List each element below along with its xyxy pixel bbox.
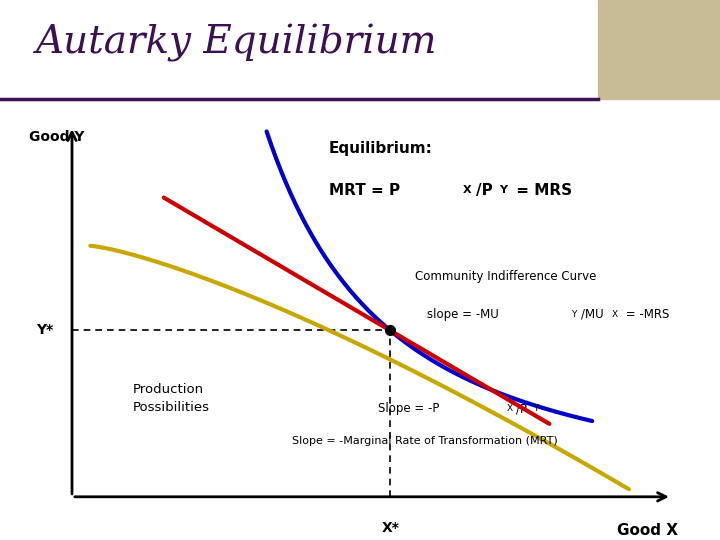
Text: /P: /P <box>476 183 492 198</box>
Text: Good X: Good X <box>617 523 678 538</box>
Text: Production
Possibilities: Production Possibilities <box>133 383 210 414</box>
Text: Y: Y <box>499 185 507 195</box>
Text: Community Indifference Curve: Community Indifference Curve <box>415 270 596 283</box>
Text: Y: Y <box>571 310 576 319</box>
Text: X: X <box>462 185 471 195</box>
Bar <box>598 0 720 99</box>
Text: Slope = -P: Slope = -P <box>378 402 439 415</box>
Text: X: X <box>507 404 513 413</box>
Text: X: X <box>612 310 618 319</box>
Text: Good Y: Good Y <box>29 130 85 144</box>
Text: = MRS: = MRS <box>511 183 572 198</box>
Text: /P: /P <box>516 402 527 415</box>
Text: MRT = P: MRT = P <box>329 183 400 198</box>
Text: slope = -MU: slope = -MU <box>427 308 499 321</box>
Text: Y: Y <box>533 404 539 413</box>
Text: Autarky Equilibrium: Autarky Equilibrium <box>36 24 438 62</box>
Text: Slope = -Marginal Rate of Transformation (MRT): Slope = -Marginal Rate of Transformation… <box>292 436 558 447</box>
Text: Y*: Y* <box>37 323 53 338</box>
Text: = -MRS: = -MRS <box>622 308 670 321</box>
Text: X*: X* <box>382 522 399 535</box>
Text: /MU: /MU <box>581 308 604 321</box>
Text: Equilibrium:: Equilibrium: <box>329 141 433 157</box>
